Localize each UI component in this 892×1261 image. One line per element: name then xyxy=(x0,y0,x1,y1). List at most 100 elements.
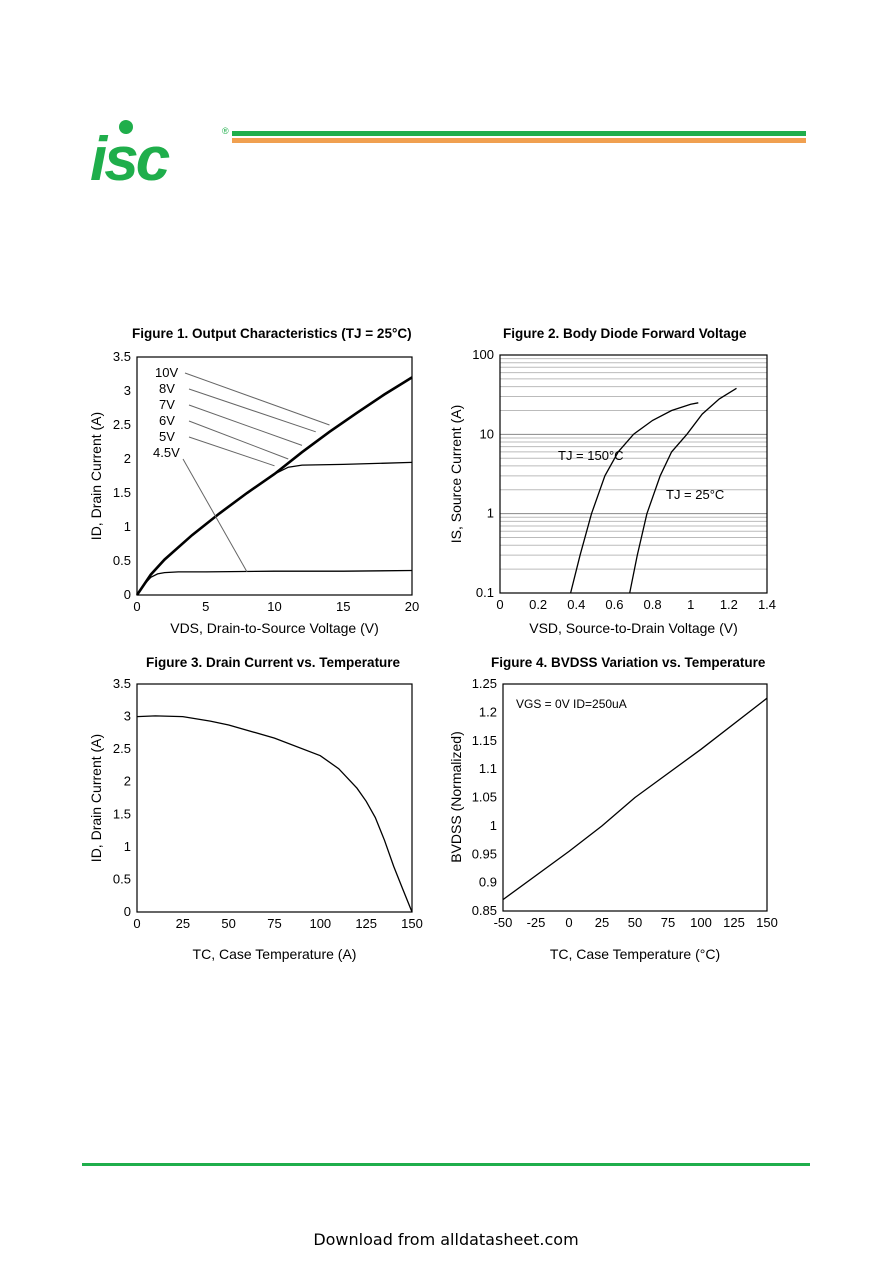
fig4-y-tick-label: 1.15 xyxy=(472,733,497,748)
fig4-y-axis-label: BVDSS (Normalized) xyxy=(448,731,464,862)
fig1-leader-line xyxy=(188,388,316,433)
fig4-y-tick-label: 1.25 xyxy=(472,676,497,691)
fig4-series-line xyxy=(502,697,768,901)
fig1-x-tick-label: 5 xyxy=(202,599,209,614)
fig3-y-axis-label: ID, Drain Current (A) xyxy=(88,734,104,862)
fig1-gate-voltage-label: 8V xyxy=(159,381,175,396)
fig1-series-line xyxy=(136,461,413,596)
footer-green-line xyxy=(82,1163,810,1166)
fig2-x-tick-label: 1.2 xyxy=(720,597,738,612)
isc-logo: isc ® xyxy=(90,120,229,188)
fig3-y-tick-label: 3.5 xyxy=(113,676,131,691)
fig4-x-tick-label: 75 xyxy=(661,915,675,930)
fig4-y-tick-label: 1 xyxy=(490,818,497,833)
fig1-y-tick-label: 3 xyxy=(124,383,131,398)
fig1-leader-line xyxy=(188,404,303,446)
fig1-y-tick-label: 2.5 xyxy=(113,417,131,432)
fig4-y-tick-label: 0.85 xyxy=(472,903,497,918)
fig1-gate-voltage-label: 5V xyxy=(159,429,175,444)
fig3-x-tick-label: 50 xyxy=(221,916,235,931)
fig2-y-tick-label: 10 xyxy=(480,426,494,441)
fig2-x-tick-label: 1 xyxy=(687,597,694,612)
fig1-x-axis-label: VDS, Drain-to-Source Voltage (V) xyxy=(170,620,379,636)
fig2-x-axis-label: VSD, Source-to-Drain Voltage (V) xyxy=(529,620,738,636)
fig1-series-line xyxy=(135,376,413,596)
fig4-x-tick-label: 25 xyxy=(595,915,609,930)
header-green-line xyxy=(232,131,806,136)
fig1-leader-line xyxy=(188,436,275,467)
fig3-x-tick-label: 100 xyxy=(309,916,331,931)
fig2-series-line xyxy=(629,387,737,594)
fig4-x-tick-label: 50 xyxy=(628,915,642,930)
fig3-x-tick-label: 25 xyxy=(176,916,190,931)
header-orange-line xyxy=(232,138,806,143)
fig4-x-axis-label: TC, Case Temperature (°C) xyxy=(550,946,720,962)
fig4-plot-frame xyxy=(502,683,768,912)
fig2-x-tick-label: 0.2 xyxy=(529,597,547,612)
fig4-condition-label: VGS = 0V ID=250uA xyxy=(516,697,627,711)
fig1-y-tick-label: 1.5 xyxy=(113,485,131,500)
fig2-tj150-label: TJ = 150°C xyxy=(558,448,624,463)
fig1-series-line xyxy=(136,569,413,596)
fig2-x-tick-label: 0.8 xyxy=(644,597,662,612)
fig3-x-tick-label: 0 xyxy=(133,916,140,931)
fig2-y-tick-label: 100 xyxy=(472,347,494,362)
fig1-x-tick-label: 15 xyxy=(336,599,350,614)
fig1-leader-line xyxy=(184,372,330,426)
fig3-series-line xyxy=(136,715,413,913)
fig4-y-tick-label: 0.95 xyxy=(472,846,497,861)
fig3-y-tick-label: 2 xyxy=(124,774,131,789)
fig3-x-tick-label: 75 xyxy=(267,916,281,931)
fig2-title: Figure 2. Body Diode Forward Voltage xyxy=(503,326,747,341)
fig1-x-tick-label: 10 xyxy=(267,599,281,614)
logo-wordmark: isc xyxy=(90,125,170,188)
fig2-series-line xyxy=(569,402,699,594)
fig1-y-tick-label: 3.5 xyxy=(113,349,131,364)
fig1-plot-frame xyxy=(136,356,413,596)
fig1-gate-voltage-label: 4.5V xyxy=(153,445,180,460)
fig1-x-tick-label: 0 xyxy=(133,599,140,614)
fig1-y-tick-label: 0 xyxy=(124,587,131,602)
fig2-y-tick-label: 0.1 xyxy=(476,585,494,600)
fig1-y-tick-label: 1 xyxy=(124,519,131,534)
fig3-x-axis-label: TC, Case Temperature (A) xyxy=(193,946,357,962)
logo-registered-mark: ® xyxy=(222,126,229,136)
fig1-y-tick-label: 0.5 xyxy=(113,553,131,568)
fig3-x-tick-label: 125 xyxy=(355,916,377,931)
fig2-x-tick-label: 0.4 xyxy=(567,597,585,612)
fig3-y-tick-label: 1.5 xyxy=(113,806,131,821)
fig1-gate-voltage-label: 7V xyxy=(159,397,175,412)
fig3-y-tick-label: 3 xyxy=(124,709,131,724)
fig4-x-tick-label: 125 xyxy=(723,915,745,930)
fig1-x-tick-label: 20 xyxy=(405,599,419,614)
fig4-x-tick-label: 150 xyxy=(756,915,778,930)
fig2-x-tick-label: 1.4 xyxy=(758,597,776,612)
fig3-y-tick-label: 0 xyxy=(124,904,131,919)
fig4-y-tick-label: 1.05 xyxy=(472,790,497,805)
fig1-gate-voltage-label: 10V xyxy=(155,365,178,380)
fig4-title: Figure 4. BVDSS Variation vs. Temperatur… xyxy=(491,655,766,670)
fig2-x-tick-label: 0.6 xyxy=(605,597,623,612)
fig3-y-tick-label: 1 xyxy=(124,839,131,854)
fig1-gate-voltage-label: 6V xyxy=(159,413,175,428)
footer-download-text: Download from alldatasheet.com xyxy=(313,1230,579,1249)
fig3-y-tick-label: 0.5 xyxy=(113,871,131,886)
fig1-title: Figure 1. Output Characteristics (TJ = 2… xyxy=(132,326,412,341)
fig3-y-tick-label: 2.5 xyxy=(113,741,131,756)
fig2-plot-frame xyxy=(499,354,768,594)
fig3-x-tick-label: 150 xyxy=(401,916,423,931)
fig2-tj25-label: TJ = 25°C xyxy=(666,487,724,502)
fig1-y-tick-label: 2 xyxy=(124,451,131,466)
fig2-x-tick-label: 0 xyxy=(496,597,503,612)
fig4-x-tick-label: -50 xyxy=(494,915,513,930)
fig2-y-axis-label: IS, Source Current (A) xyxy=(448,405,464,544)
fig1-leader-line xyxy=(182,458,248,573)
fig4-x-tick-label: 100 xyxy=(690,915,712,930)
fig4-y-tick-label: 1.2 xyxy=(479,704,497,719)
fig1-leader-line xyxy=(188,420,289,460)
fig4-y-tick-label: 0.9 xyxy=(479,875,497,890)
fig3-title: Figure 3. Drain Current vs. Temperature xyxy=(146,655,401,670)
fig4-x-tick-label: -25 xyxy=(527,915,546,930)
fig1-y-axis-label: ID, Drain Current (A) xyxy=(88,412,104,540)
